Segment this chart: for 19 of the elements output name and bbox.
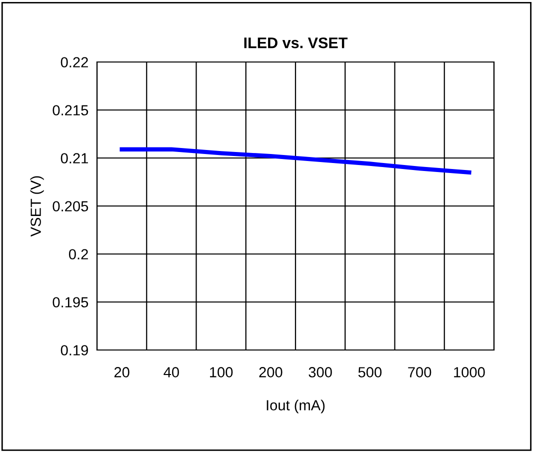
x-axis-title: Iout (mA) (266, 400, 325, 414)
x-tick-label: 500 (358, 367, 382, 378)
x-tick-label: 700 (408, 367, 432, 378)
y-axis-title: VSET (V) (30, 176, 44, 237)
y-tick-label: 0.22 (60, 57, 88, 68)
x-tick-label: 40 (164, 367, 179, 378)
chart-title: ILED vs. VSET (244, 37, 348, 48)
y-tick-label: 0.215 (52, 105, 88, 116)
y-tick-label: 0.195 (52, 297, 88, 308)
line-series (120, 147, 472, 174)
x-tick-label: 100 (210, 367, 233, 378)
y-tick-label: 0.2 (68, 249, 88, 260)
x-tick-label: 20 (114, 367, 130, 378)
y-tick-label: 0.205 (52, 201, 88, 212)
x-tick-label: 1000 (454, 367, 485, 378)
y-tick-label: 0.21 (60, 153, 88, 164)
y-tick-label: 0.19 (60, 345, 88, 356)
x-tick-label: 200 (259, 367, 282, 378)
x-tick-label: 300 (308, 367, 332, 378)
